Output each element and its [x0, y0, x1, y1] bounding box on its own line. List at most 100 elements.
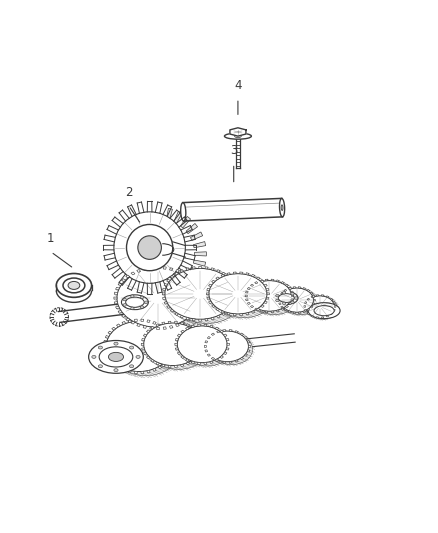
Polygon shape: [221, 274, 225, 277]
Polygon shape: [118, 283, 122, 286]
Polygon shape: [222, 313, 226, 316]
Polygon shape: [167, 306, 170, 308]
Polygon shape: [141, 348, 145, 350]
Text: 3: 3: [230, 144, 237, 157]
Polygon shape: [198, 292, 202, 294]
Ellipse shape: [211, 334, 253, 365]
Polygon shape: [246, 273, 249, 275]
Polygon shape: [246, 299, 248, 301]
Polygon shape: [298, 312, 300, 313]
Polygon shape: [215, 359, 219, 361]
Polygon shape: [227, 273, 230, 275]
Polygon shape: [191, 325, 194, 327]
Polygon shape: [271, 311, 274, 313]
Polygon shape: [246, 313, 249, 315]
Polygon shape: [193, 241, 206, 248]
Polygon shape: [147, 370, 150, 373]
Polygon shape: [170, 310, 174, 312]
Polygon shape: [175, 321, 177, 323]
Polygon shape: [210, 325, 213, 327]
Polygon shape: [207, 297, 210, 299]
Polygon shape: [170, 268, 173, 270]
Polygon shape: [186, 317, 189, 320]
Ellipse shape: [224, 133, 251, 139]
Polygon shape: [291, 299, 293, 301]
Polygon shape: [151, 359, 154, 362]
Polygon shape: [186, 359, 189, 361]
Polygon shape: [264, 284, 267, 286]
Polygon shape: [251, 311, 255, 313]
Polygon shape: [229, 361, 232, 363]
Ellipse shape: [124, 274, 207, 333]
Polygon shape: [162, 362, 166, 366]
Polygon shape: [175, 338, 178, 341]
Ellipse shape: [98, 346, 102, 349]
Polygon shape: [177, 352, 181, 354]
Polygon shape: [307, 313, 310, 314]
Polygon shape: [256, 308, 260, 311]
Polygon shape: [126, 275, 130, 278]
Polygon shape: [303, 311, 305, 313]
Polygon shape: [244, 354, 247, 356]
Polygon shape: [170, 354, 173, 357]
Polygon shape: [180, 280, 191, 292]
Polygon shape: [162, 297, 166, 300]
Polygon shape: [240, 333, 244, 335]
Text: 4: 4: [234, 79, 242, 92]
Polygon shape: [198, 362, 200, 365]
Polygon shape: [131, 272, 135, 275]
Polygon shape: [191, 361, 194, 364]
Polygon shape: [191, 359, 195, 362]
Polygon shape: [288, 288, 291, 289]
Polygon shape: [254, 308, 258, 310]
Polygon shape: [223, 329, 226, 332]
Ellipse shape: [92, 356, 96, 358]
Polygon shape: [304, 302, 307, 303]
Ellipse shape: [279, 198, 285, 217]
Polygon shape: [163, 327, 166, 329]
Polygon shape: [326, 315, 329, 317]
Polygon shape: [307, 298, 310, 300]
Polygon shape: [247, 341, 250, 343]
Polygon shape: [229, 329, 232, 332]
Polygon shape: [180, 216, 191, 228]
Polygon shape: [105, 354, 109, 357]
Polygon shape: [117, 324, 120, 327]
Polygon shape: [195, 356, 199, 359]
Polygon shape: [175, 313, 178, 316]
Polygon shape: [186, 223, 198, 233]
Polygon shape: [293, 287, 295, 288]
Polygon shape: [307, 289, 310, 292]
Polygon shape: [122, 368, 126, 372]
Ellipse shape: [309, 298, 338, 319]
Polygon shape: [146, 330, 150, 333]
Polygon shape: [170, 276, 174, 278]
Ellipse shape: [114, 369, 118, 372]
Polygon shape: [247, 287, 251, 289]
Polygon shape: [267, 293, 269, 295]
Ellipse shape: [88, 341, 143, 373]
Polygon shape: [310, 292, 313, 294]
Polygon shape: [143, 352, 147, 354]
Text: 2: 2: [125, 186, 132, 199]
Polygon shape: [126, 318, 130, 321]
Polygon shape: [281, 308, 284, 310]
Ellipse shape: [215, 278, 273, 318]
Polygon shape: [157, 266, 159, 269]
Polygon shape: [186, 362, 190, 365]
Polygon shape: [104, 341, 107, 343]
Polygon shape: [254, 281, 258, 284]
Polygon shape: [143, 268, 147, 270]
Polygon shape: [235, 293, 238, 295]
Polygon shape: [112, 362, 116, 366]
Ellipse shape: [284, 290, 318, 315]
Polygon shape: [143, 326, 147, 328]
Polygon shape: [197, 287, 201, 290]
Polygon shape: [180, 364, 184, 367]
Polygon shape: [186, 274, 198, 284]
Polygon shape: [191, 279, 194, 281]
Polygon shape: [183, 198, 283, 221]
Ellipse shape: [247, 281, 292, 311]
Ellipse shape: [109, 352, 124, 361]
Polygon shape: [260, 310, 263, 312]
